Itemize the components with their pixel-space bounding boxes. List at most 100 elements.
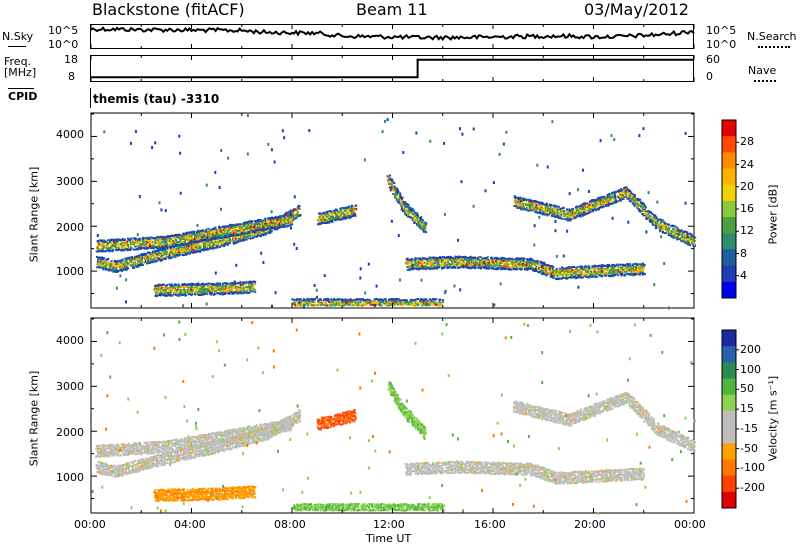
- power-cell-1: [157, 236, 159, 238]
- power-cell-1: [110, 239, 112, 241]
- power-cell-5: [534, 206, 536, 208]
- freq-line: [91, 60, 694, 78]
- power-cell-0: [179, 252, 181, 254]
- power-cell-0: [113, 263, 115, 265]
- power-cell-3: [380, 301, 382, 303]
- power-cell-4: [642, 272, 644, 274]
- power-cell-2: [254, 289, 256, 291]
- power-cell-1: [165, 241, 167, 243]
- power-cell-0: [192, 247, 194, 249]
- power-cell-2: [231, 282, 233, 284]
- power-cell-1: [134, 241, 136, 243]
- power-cell-5: [528, 210, 530, 212]
- power-cell-4: [623, 267, 625, 269]
- power-cell-4: [621, 273, 623, 275]
- power-cell-4: [476, 262, 478, 264]
- power-cell-4: [480, 256, 482, 258]
- power-cell-0: [165, 257, 167, 259]
- power-cell-1: [251, 224, 253, 226]
- power-cell-0: [149, 252, 151, 254]
- power-cell-4: [521, 257, 523, 259]
- power-cell-0: [229, 240, 231, 242]
- power-cell-1: [143, 238, 145, 240]
- power-cell-1: [269, 225, 271, 227]
- power-cell-4: [425, 268, 427, 270]
- power-cell-1: [267, 226, 269, 228]
- power-cell-2: [178, 285, 180, 287]
- power-cell-0: [120, 269, 122, 271]
- power-cell-1: [137, 248, 139, 250]
- power-cell-2: [201, 287, 203, 289]
- power-cell-5: [533, 205, 535, 207]
- power-cell-0: [176, 247, 178, 249]
- power-cell-0: [119, 260, 121, 262]
- power-cell-4: [633, 266, 635, 268]
- power-cell-4: [421, 263, 423, 265]
- power-cell-3: [394, 303, 396, 305]
- power-cell-4: [409, 269, 411, 271]
- power-cell-0: [153, 254, 155, 256]
- power-cell-3: [381, 304, 383, 306]
- power-cell-3: [339, 299, 341, 301]
- power-cell-1: [226, 225, 228, 227]
- power-cell-2: [232, 290, 234, 292]
- power-cell-4: [552, 277, 554, 279]
- power-cell-0: [299, 208, 301, 210]
- power-cell-1: [193, 231, 195, 233]
- power-cell-1: [212, 238, 214, 240]
- power-cell-2: [178, 295, 180, 297]
- power-cell-3: [314, 298, 316, 300]
- power-cell-3: [328, 298, 330, 300]
- power-cell-4: [615, 267, 617, 269]
- power-cell-1: [170, 238, 172, 240]
- power-cell-5: [526, 199, 528, 201]
- power-cell-1: [209, 236, 211, 238]
- power-cell-4: [592, 276, 594, 278]
- power-cell-4: [535, 268, 537, 270]
- power-cell-5: [523, 206, 525, 208]
- power-cell-0: [133, 266, 135, 268]
- power-cell-1: [133, 249, 135, 251]
- power-cell-0: [105, 265, 107, 267]
- power-cell-0: [298, 205, 300, 207]
- power-cell-2: [222, 285, 224, 287]
- power-cell-1: [187, 237, 189, 239]
- power-cell-3: [369, 299, 371, 301]
- power-cell-0: [102, 258, 104, 260]
- power-cell-3: [309, 303, 311, 305]
- power-cell-4: [496, 264, 498, 266]
- power-cell-4: [445, 259, 447, 261]
- power-cell-4: [644, 264, 646, 266]
- power-cell-4: [584, 274, 586, 276]
- power-cell-4: [515, 263, 517, 265]
- power-cell-1: [233, 235, 235, 237]
- power-cell-1: [106, 241, 108, 243]
- power-cell-1: [259, 227, 261, 229]
- power-cell-0: [143, 256, 145, 258]
- power-cell-0: [229, 238, 231, 240]
- power-cell-0: [138, 264, 140, 266]
- power-cell-4: [442, 262, 444, 264]
- power-cell-5: [518, 205, 520, 207]
- freq-series: [91, 60, 694, 78]
- power-cell-4: [510, 269, 512, 271]
- power-cell-1: [207, 228, 209, 230]
- power-cell-3: [435, 301, 437, 303]
- power-cell-4: [505, 263, 507, 265]
- power-cell-4: [492, 258, 494, 260]
- power-cell-3: [440, 299, 442, 301]
- power-cell-2: [237, 292, 239, 294]
- power-cell-2: [188, 283, 190, 285]
- power-cell-1: [291, 222, 293, 224]
- power-cell-4: [435, 262, 437, 264]
- power-cell-4: [518, 266, 520, 268]
- power-cell-1: [99, 245, 101, 247]
- power-cell-1: [241, 230, 243, 232]
- power-cell-4: [416, 268, 418, 270]
- power-cell-1: [152, 247, 154, 249]
- power-cell-0: [253, 236, 255, 238]
- power-cell-3: [331, 299, 333, 301]
- power-cell-0: [124, 261, 126, 263]
- power-cell-0: [225, 243, 227, 245]
- power-cell-3: [435, 298, 437, 300]
